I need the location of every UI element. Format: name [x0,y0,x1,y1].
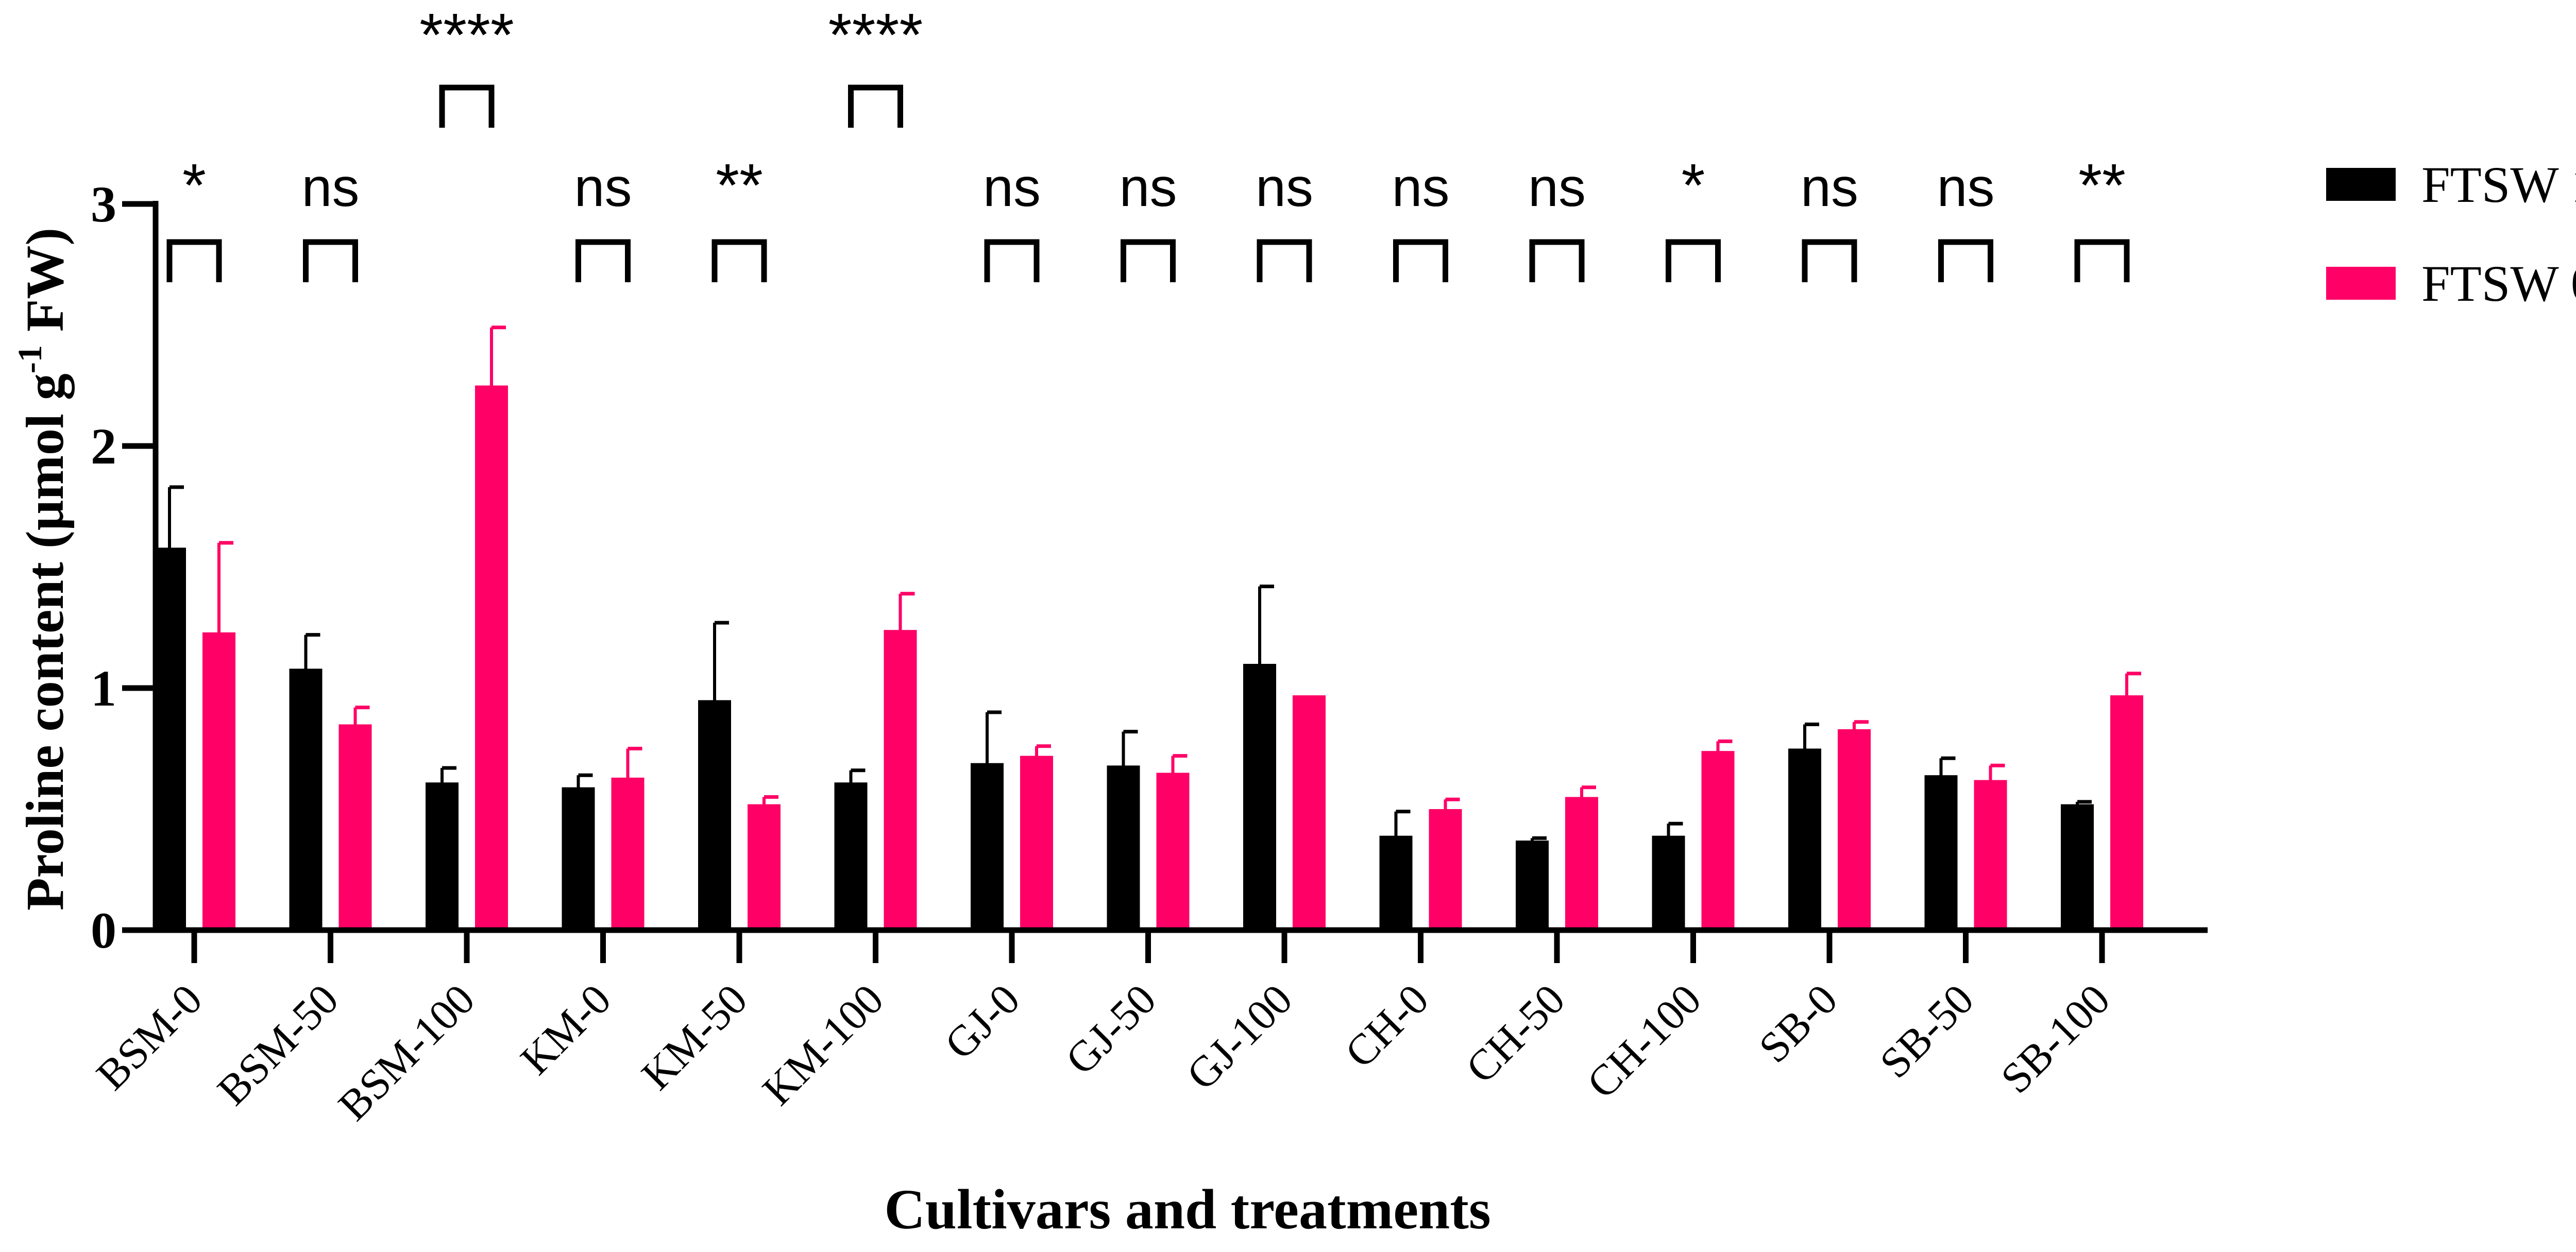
bar [611,777,645,930]
bar [1243,664,1276,930]
legend-label-ftsw-0-2: FTSW 0.2 [2421,255,2576,312]
x-axis-title: Cultivars and treatments [884,1178,1490,1241]
legend: FTSW 1 FTSW 0.2 [2326,156,2576,312]
significance-bracket [303,239,358,282]
x-tick-label: BSM-100 [329,975,484,1130]
significance-bracket [439,84,495,128]
significance-label: ns [1392,157,1450,218]
y-axis-title-superscript: -1 [11,345,49,373]
y-ticks-layer: 0 1 2 3 [91,176,156,959]
x-tick-label: BSM-0 [88,975,212,1100]
bar [748,804,781,930]
bar [834,782,868,930]
significance-label: * [182,151,206,219]
x-tick-label: SB-0 [1750,975,1847,1072]
y-tick-label: 1 [91,660,116,717]
significance-bracket [166,239,222,282]
significance-layer: * ns****ns ******ns ns ns ns ns * ns ns ** [166,1,2130,282]
y-tick-label: 0 [91,902,116,959]
x-tick-label: KM-0 [512,975,620,1084]
significance-bracket [1802,239,1857,282]
significance-label: **** [828,1,923,69]
bar [1652,835,1685,930]
bar [1429,809,1462,930]
x-tick-label: KM-100 [754,975,893,1114]
significance-label: ** [2078,151,2126,219]
bar [1516,841,1549,930]
x-tick-label: BSM-50 [209,975,348,1114]
bar [426,782,459,930]
significance-bracket [848,84,903,128]
bar [289,668,323,930]
bar [562,787,595,930]
bar [202,632,235,930]
significance-label: ns [1120,157,1177,218]
significance-bracket [1121,239,1176,282]
x-tick-label: KM-50 [633,975,757,1100]
significance-label: **** [419,1,514,69]
significance-label: * [1682,151,1705,219]
significance-label: ns [1528,157,1586,218]
significance-label: ns [302,157,360,218]
bar [1701,751,1735,930]
y-axis-title-main: Proline content (µmol g [15,373,75,911]
bar [1838,729,1871,930]
x-tick-label: SB-100 [1992,975,2119,1103]
bar [1020,756,1053,930]
bar [153,547,186,930]
significance-label: ns [1256,157,1313,218]
x-tick-label: CH-100 [1578,975,1710,1108]
bars-layer [153,385,2143,930]
x-tick-label: CH-50 [1457,975,1574,1092]
significance-label: ** [716,151,763,219]
axes-layer [152,201,2208,933]
bar [698,700,731,930]
bar [1788,748,1821,930]
legend-swatch-ftsw-0-2 [2326,267,2396,300]
bar [884,630,917,930]
significance-bracket [575,239,631,282]
significance-label: ns [983,157,1041,218]
y-tick-label: 2 [91,418,116,475]
x-tick-label: SB-50 [1871,975,1983,1088]
bar [1924,775,1958,930]
bar [1565,797,1598,930]
bar [1293,695,1326,930]
bar [1974,780,2007,930]
y-axis-title: Proline content (µmol g-1 FW) [11,228,75,911]
x-tick-label: GJ-100 [1178,975,1302,1100]
significance-bracket [1257,239,1312,282]
significance-bracket [2074,239,2130,282]
bar [1107,765,1140,930]
bar [971,763,1004,930]
significance-bracket [1666,239,1721,282]
error-bars-layer [168,325,2141,842]
legend-label-ftsw-1: FTSW 1 [2421,156,2576,213]
significance-bracket [1393,239,1448,282]
significance-bracket [1938,239,1993,282]
bar [475,385,508,930]
legend-swatch-ftsw-1 [2326,168,2396,201]
significance-label: ns [1937,157,1995,218]
bar [1156,773,1190,930]
significance-bracket [1529,239,1585,282]
bar [2110,695,2143,930]
x-tick-label: GJ-50 [1057,975,1165,1084]
y-tick-label: 3 [91,176,116,233]
significance-bracket [984,239,1040,282]
x-tick-label: CH-0 [1336,975,1438,1077]
y-axis-title-tail: FW) [15,228,75,345]
x-tick-label: GJ-0 [936,975,1029,1069]
significance-label: ns [574,157,632,218]
significance-bracket [711,239,767,282]
bar [2061,804,2094,930]
bar [338,724,372,930]
bar [1379,835,1413,930]
significance-label: ns [1801,157,1858,218]
